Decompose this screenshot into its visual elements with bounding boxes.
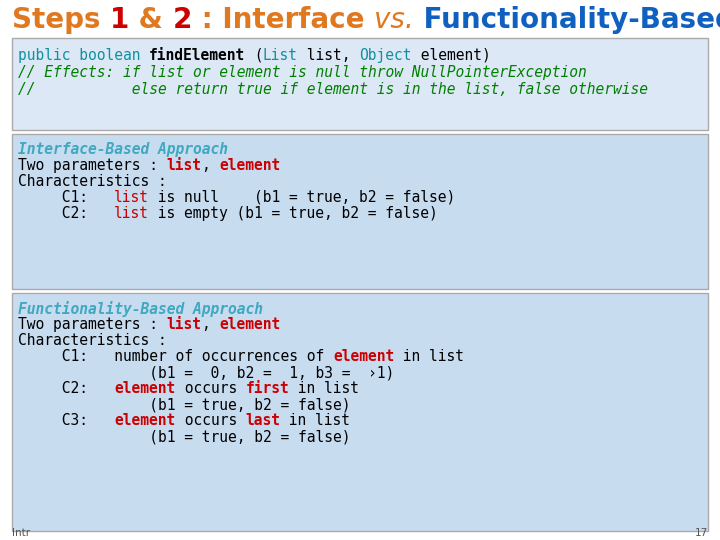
Text: &: & <box>130 6 173 34</box>
Text: list: list <box>167 158 202 173</box>
Text: (b1 =  0, b2 =  1, b3 =  ›1): (b1 = 0, b2 = 1, b3 = ›1) <box>18 365 395 380</box>
Text: element): element) <box>412 48 490 63</box>
FancyBboxPatch shape <box>12 134 708 289</box>
Text: Characteristics :: Characteristics : <box>18 333 167 348</box>
Text: C3:: C3: <box>18 413 114 428</box>
Text: vs.: vs. <box>374 6 414 34</box>
Text: element: element <box>220 317 281 332</box>
Text: Two parameters :: Two parameters : <box>18 158 167 173</box>
FancyBboxPatch shape <box>12 38 708 130</box>
Text: first: first <box>246 381 289 396</box>
Text: ,: , <box>202 158 220 173</box>
Text: list: list <box>114 190 149 205</box>
Text: list: list <box>114 206 149 221</box>
Text: element: element <box>220 158 281 173</box>
Text: Functionality-Based: Functionality-Based <box>414 6 720 34</box>
Text: in list: in list <box>395 349 464 364</box>
Text: C1:: C1: <box>18 190 114 205</box>
Text: element: element <box>114 413 176 428</box>
Text: (b1 = true, b2 = false): (b1 = true, b2 = false) <box>18 397 351 412</box>
Text: public boolean: public boolean <box>18 48 149 63</box>
Text: Steps: Steps <box>12 6 110 34</box>
Text: in list: in list <box>289 381 359 396</box>
Text: C2:: C2: <box>18 206 114 221</box>
Text: in list: in list <box>281 413 351 428</box>
Text: Object: Object <box>359 48 412 63</box>
Text: Characteristics :: Characteristics : <box>18 174 167 189</box>
Text: (: ( <box>246 48 263 63</box>
Text: //           else return true if element is in the list, false otherwise: // else return true if element is in the… <box>18 82 648 97</box>
Text: occurs: occurs <box>176 381 246 396</box>
Text: occurs: occurs <box>176 413 246 428</box>
Text: List: List <box>263 48 298 63</box>
Text: is empty (b1 = true, b2 = false): is empty (b1 = true, b2 = false) <box>149 206 438 221</box>
Text: Interface-Based Approach: Interface-Based Approach <box>18 142 228 157</box>
Text: element: element <box>114 381 176 396</box>
Text: last: last <box>246 413 281 428</box>
Text: : Interface: : Interface <box>192 6 374 34</box>
Text: 17: 17 <box>695 528 708 538</box>
Text: (b1 = true, b2 = false): (b1 = true, b2 = false) <box>18 429 351 444</box>
Text: is null    (b1 = true, b2 = false): is null (b1 = true, b2 = false) <box>149 190 456 205</box>
Text: // Effects: if list or element is null throw NullPointerException: // Effects: if list or element is null t… <box>18 65 587 80</box>
Text: Intr: Intr <box>12 528 30 538</box>
Text: Two parameters :: Two parameters : <box>18 317 167 332</box>
Text: findElement: findElement <box>149 48 246 63</box>
Text: C2:: C2: <box>18 381 114 396</box>
Text: 1: 1 <box>110 6 130 34</box>
Text: list: list <box>167 317 202 332</box>
Text: list,: list, <box>298 48 359 63</box>
Text: 2: 2 <box>173 6 192 34</box>
Text: element: element <box>333 349 395 364</box>
Text: ,: , <box>202 317 220 332</box>
FancyBboxPatch shape <box>12 293 708 531</box>
Text: Functionality-Based Approach: Functionality-Based Approach <box>18 301 263 317</box>
Text: C1:   number of occurrences of: C1: number of occurrences of <box>18 349 333 364</box>
